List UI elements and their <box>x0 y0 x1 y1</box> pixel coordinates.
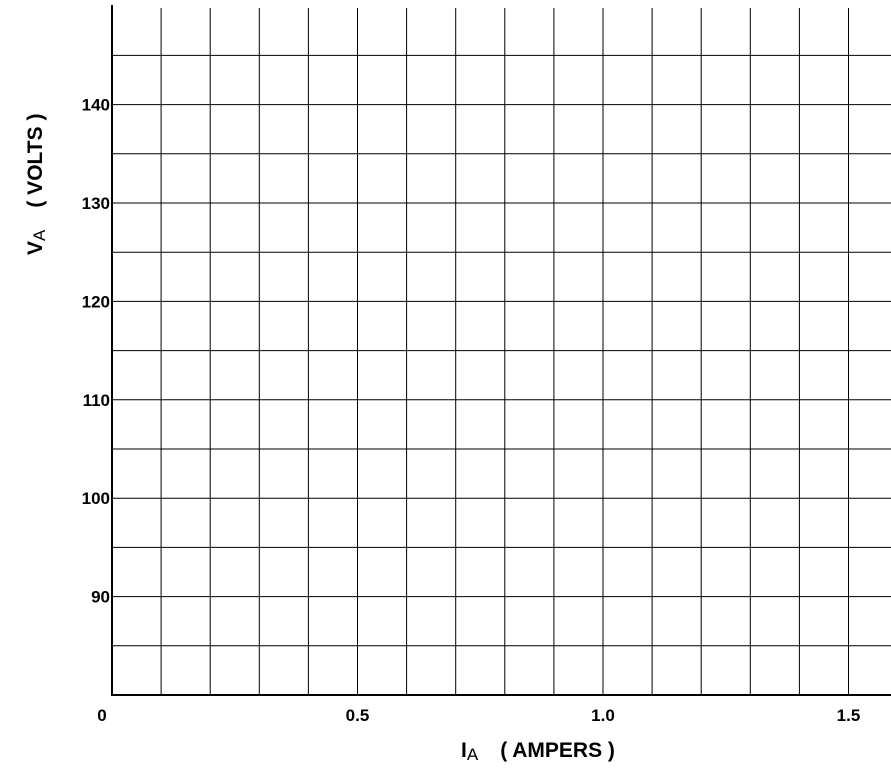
x-tick-label: 1.5 <box>837 706 861 725</box>
y-tick-label: 110 <box>83 391 110 410</box>
x-axis-symbol: I <box>461 739 467 762</box>
y-tick-label: 120 <box>82 292 110 311</box>
y-axis-label: VA ( VOLTS ) <box>24 114 49 255</box>
y-tick-label: 100 <box>82 489 110 508</box>
x-tick-label: 0 <box>97 706 106 725</box>
x-tick-label: 1.0 <box>591 706 615 725</box>
y-axis-symbol: V <box>24 241 47 255</box>
x-axis-unit: ( AMPERS ) <box>500 739 615 762</box>
x-tick-labels: 0 0.5 1.0 1.5 <box>97 706 860 725</box>
y-axis-unit: ( VOLTS ) <box>24 114 47 208</box>
x-axis-label: IA ( AMPERS ) <box>461 739 615 764</box>
y-tick-label: 130 <box>82 194 110 213</box>
y-tick-label: 140 <box>82 96 110 115</box>
y-tick-label: 90 <box>91 588 110 607</box>
axes <box>111 5 891 696</box>
x-tick-label: 0.5 <box>346 706 370 725</box>
y-axis-subscript: A <box>30 229 49 241</box>
y-tick-labels: 90 100 110 120 130 140 <box>82 96 110 607</box>
grid <box>112 8 891 695</box>
x-axis-subscript: A <box>467 745 479 764</box>
